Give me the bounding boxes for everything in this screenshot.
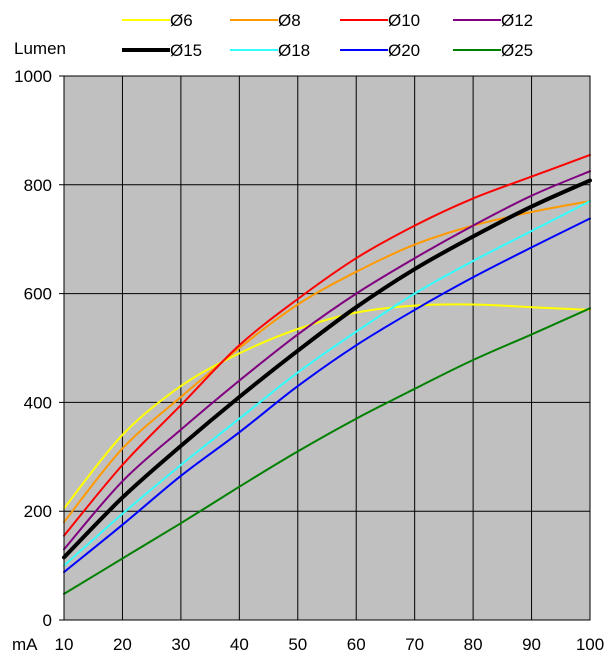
legend-label: Ø12: [501, 11, 533, 30]
series-line-4: [63, 170, 591, 551]
y-axis: 0 200 400 600 800 1000: [14, 67, 52, 630]
x-axis-label: mA: [12, 635, 38, 654]
series-lines: [62, 153, 592, 595]
plot-frame: [63, 75, 591, 621]
y-tick-label: 0: [43, 611, 52, 630]
series-line-6: [63, 200, 591, 567]
y-tick-label: 600: [24, 285, 52, 304]
legend-label: Ø8: [278, 11, 301, 30]
legend-label: Ø15: [170, 41, 202, 60]
series-line-5: [62, 178, 592, 560]
x-tick-label: 100: [576, 635, 604, 654]
y-tick-label: 800: [24, 176, 52, 195]
series-line-8: [63, 307, 591, 595]
legend: Ø6 Ø8 Ø10 Ø12 Ø15 Ø18 Ø20 Ø25: [122, 11, 533, 60]
legend-label: Ø25: [501, 41, 533, 60]
x-tick-label: 80: [464, 635, 483, 654]
legend-label: Ø20: [388, 41, 420, 60]
series-line-2: [63, 200, 591, 524]
series-line-7: [63, 217, 591, 574]
x-tick-label: 20: [113, 635, 132, 654]
y-tick-label: 1000: [14, 67, 52, 86]
y-axis-label: Lumen: [14, 39, 66, 58]
legend-label: Ø18: [278, 41, 310, 60]
x-tick-label: 70: [405, 635, 424, 654]
x-tick-label: 60: [347, 635, 366, 654]
x-axis: 10 20 30 40 50 60 70 80 90 100: [55, 635, 605, 654]
x-tick-label: 50: [288, 635, 307, 654]
y-tick-label: 200: [24, 502, 52, 521]
y-tick-label: 400: [24, 393, 52, 412]
series-line-3: [63, 153, 591, 537]
x-tick-label: 90: [522, 635, 541, 654]
x-tick-label: 30: [171, 635, 190, 654]
plot-area: [64, 76, 590, 620]
legend-label: Ø10: [388, 11, 420, 30]
legend-label: Ø6: [170, 11, 193, 30]
x-tick-label: 10: [55, 635, 74, 654]
x-tick-label: 40: [230, 635, 249, 654]
